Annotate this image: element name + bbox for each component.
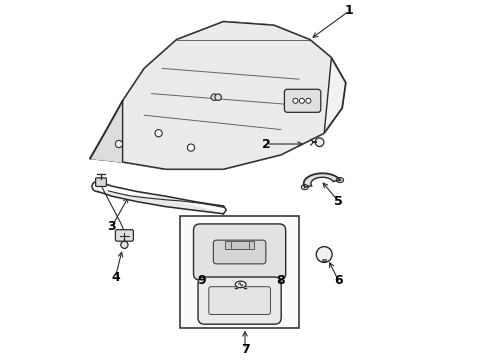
Circle shape xyxy=(306,98,311,103)
Text: 3: 3 xyxy=(107,220,116,233)
Text: 1: 1 xyxy=(345,4,354,17)
Circle shape xyxy=(299,98,304,103)
Bar xyxy=(225,241,254,249)
Ellipse shape xyxy=(301,185,308,190)
Circle shape xyxy=(155,130,162,137)
FancyBboxPatch shape xyxy=(116,230,133,241)
Polygon shape xyxy=(90,22,346,169)
Polygon shape xyxy=(304,173,340,187)
FancyBboxPatch shape xyxy=(213,240,266,264)
Circle shape xyxy=(215,94,221,100)
Circle shape xyxy=(316,247,332,262)
FancyBboxPatch shape xyxy=(194,224,286,280)
Circle shape xyxy=(293,98,298,103)
FancyBboxPatch shape xyxy=(284,89,321,112)
Text: 7: 7 xyxy=(241,343,249,356)
Polygon shape xyxy=(98,182,223,214)
Polygon shape xyxy=(90,101,122,162)
Ellipse shape xyxy=(235,281,246,288)
Circle shape xyxy=(187,144,195,151)
Text: 5: 5 xyxy=(334,195,343,208)
Text: 4: 4 xyxy=(111,271,120,284)
Bar xyxy=(180,216,299,328)
FancyBboxPatch shape xyxy=(198,277,281,324)
FancyBboxPatch shape xyxy=(96,178,106,186)
Ellipse shape xyxy=(337,177,343,183)
Text: 2: 2 xyxy=(262,138,271,150)
Circle shape xyxy=(116,140,122,148)
Circle shape xyxy=(211,94,218,100)
Text: 9: 9 xyxy=(197,274,206,287)
Text: 8: 8 xyxy=(277,274,285,287)
Circle shape xyxy=(121,241,128,248)
FancyBboxPatch shape xyxy=(209,287,270,315)
Circle shape xyxy=(315,138,324,147)
Text: 6: 6 xyxy=(334,274,343,287)
Polygon shape xyxy=(122,22,331,169)
